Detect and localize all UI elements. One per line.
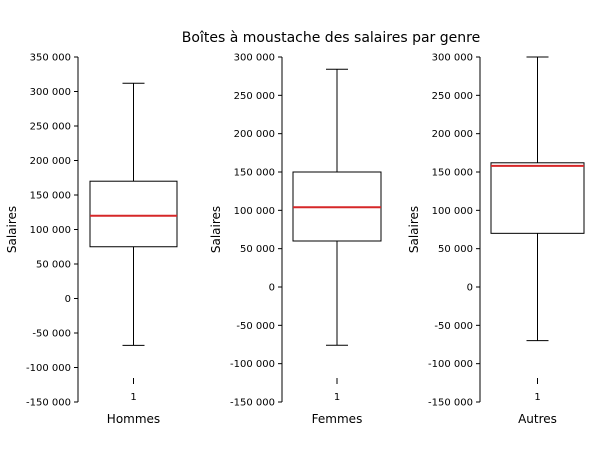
y-tick-label: 50 000 — [438, 244, 473, 255]
y-tick-label: 100 000 — [234, 206, 275, 217]
y-tick-label: 300 000 — [432, 53, 473, 64]
panel-3: 300 000 250 000 200 000 150 000 100 000 50 00… — [407, 53, 585, 426]
y-tick-label: 100 000 — [432, 206, 473, 217]
x-axis-label: Hommes — [107, 412, 160, 426]
y-tick-label: 50 000 — [240, 244, 275, 255]
y-tick-label: -100 000 — [230, 359, 275, 370]
y-tick-label: -150 000 — [230, 398, 275, 409]
y-tick-label: 200 000 — [432, 129, 473, 140]
y-tick-label: -150 000 — [26, 398, 71, 409]
y-tick-label: 0 — [467, 283, 473, 294]
x-axis-label: Femmes — [312, 412, 363, 426]
y-tick-label: 250 000 — [234, 91, 275, 102]
y-tick-label: 300 000 — [234, 53, 275, 64]
y-tick-label: 50 000 — [36, 260, 71, 271]
y-tick-label: -100 000 — [26, 363, 71, 374]
iqr-box — [89, 180, 178, 248]
y-tick-label: 250 000 — [30, 122, 71, 133]
y-axis-label: Salaires — [209, 206, 223, 253]
y-tick-label: 0 — [269, 283, 275, 294]
x-tick-label: 1 — [334, 392, 340, 403]
panel-2: 300 000 250 000 200 000 150 000 100 000 50 00… — [209, 53, 382, 426]
chart-title: Boîtes à moustache des salaires par genr… — [182, 30, 480, 46]
y-tick-label: -100 000 — [428, 359, 473, 370]
y-tick-label: -50 000 — [236, 321, 275, 332]
x-tick-label: 1 — [534, 392, 540, 403]
y-tick-label: 150 000 — [30, 191, 71, 202]
y-tick-label: 350 000 — [30, 53, 71, 64]
y-tick-label: 250 000 — [432, 91, 473, 102]
x-axis-label: Autres — [518, 412, 557, 426]
y-tick-label: 200 000 — [30, 156, 71, 167]
y-axis-label: Salaires — [407, 206, 421, 253]
y-tick-label: -150 000 — [428, 398, 473, 409]
y-tick-label: 0 — [65, 294, 71, 305]
x-tick-label: 1 — [130, 392, 136, 403]
y-tick-label: -50 000 — [434, 321, 473, 332]
y-tick-label: 150 000 — [432, 168, 473, 179]
y-tick-label: -50 000 — [32, 329, 71, 340]
iqr-box — [490, 162, 585, 234]
y-tick-label: 150 000 — [234, 168, 275, 179]
y-tick-label: 300 000 — [30, 87, 71, 98]
y-tick-label: 200 000 — [234, 129, 275, 140]
y-axis-label: Salaires — [5, 206, 19, 253]
y-tick-label: 100 000 — [30, 225, 71, 236]
